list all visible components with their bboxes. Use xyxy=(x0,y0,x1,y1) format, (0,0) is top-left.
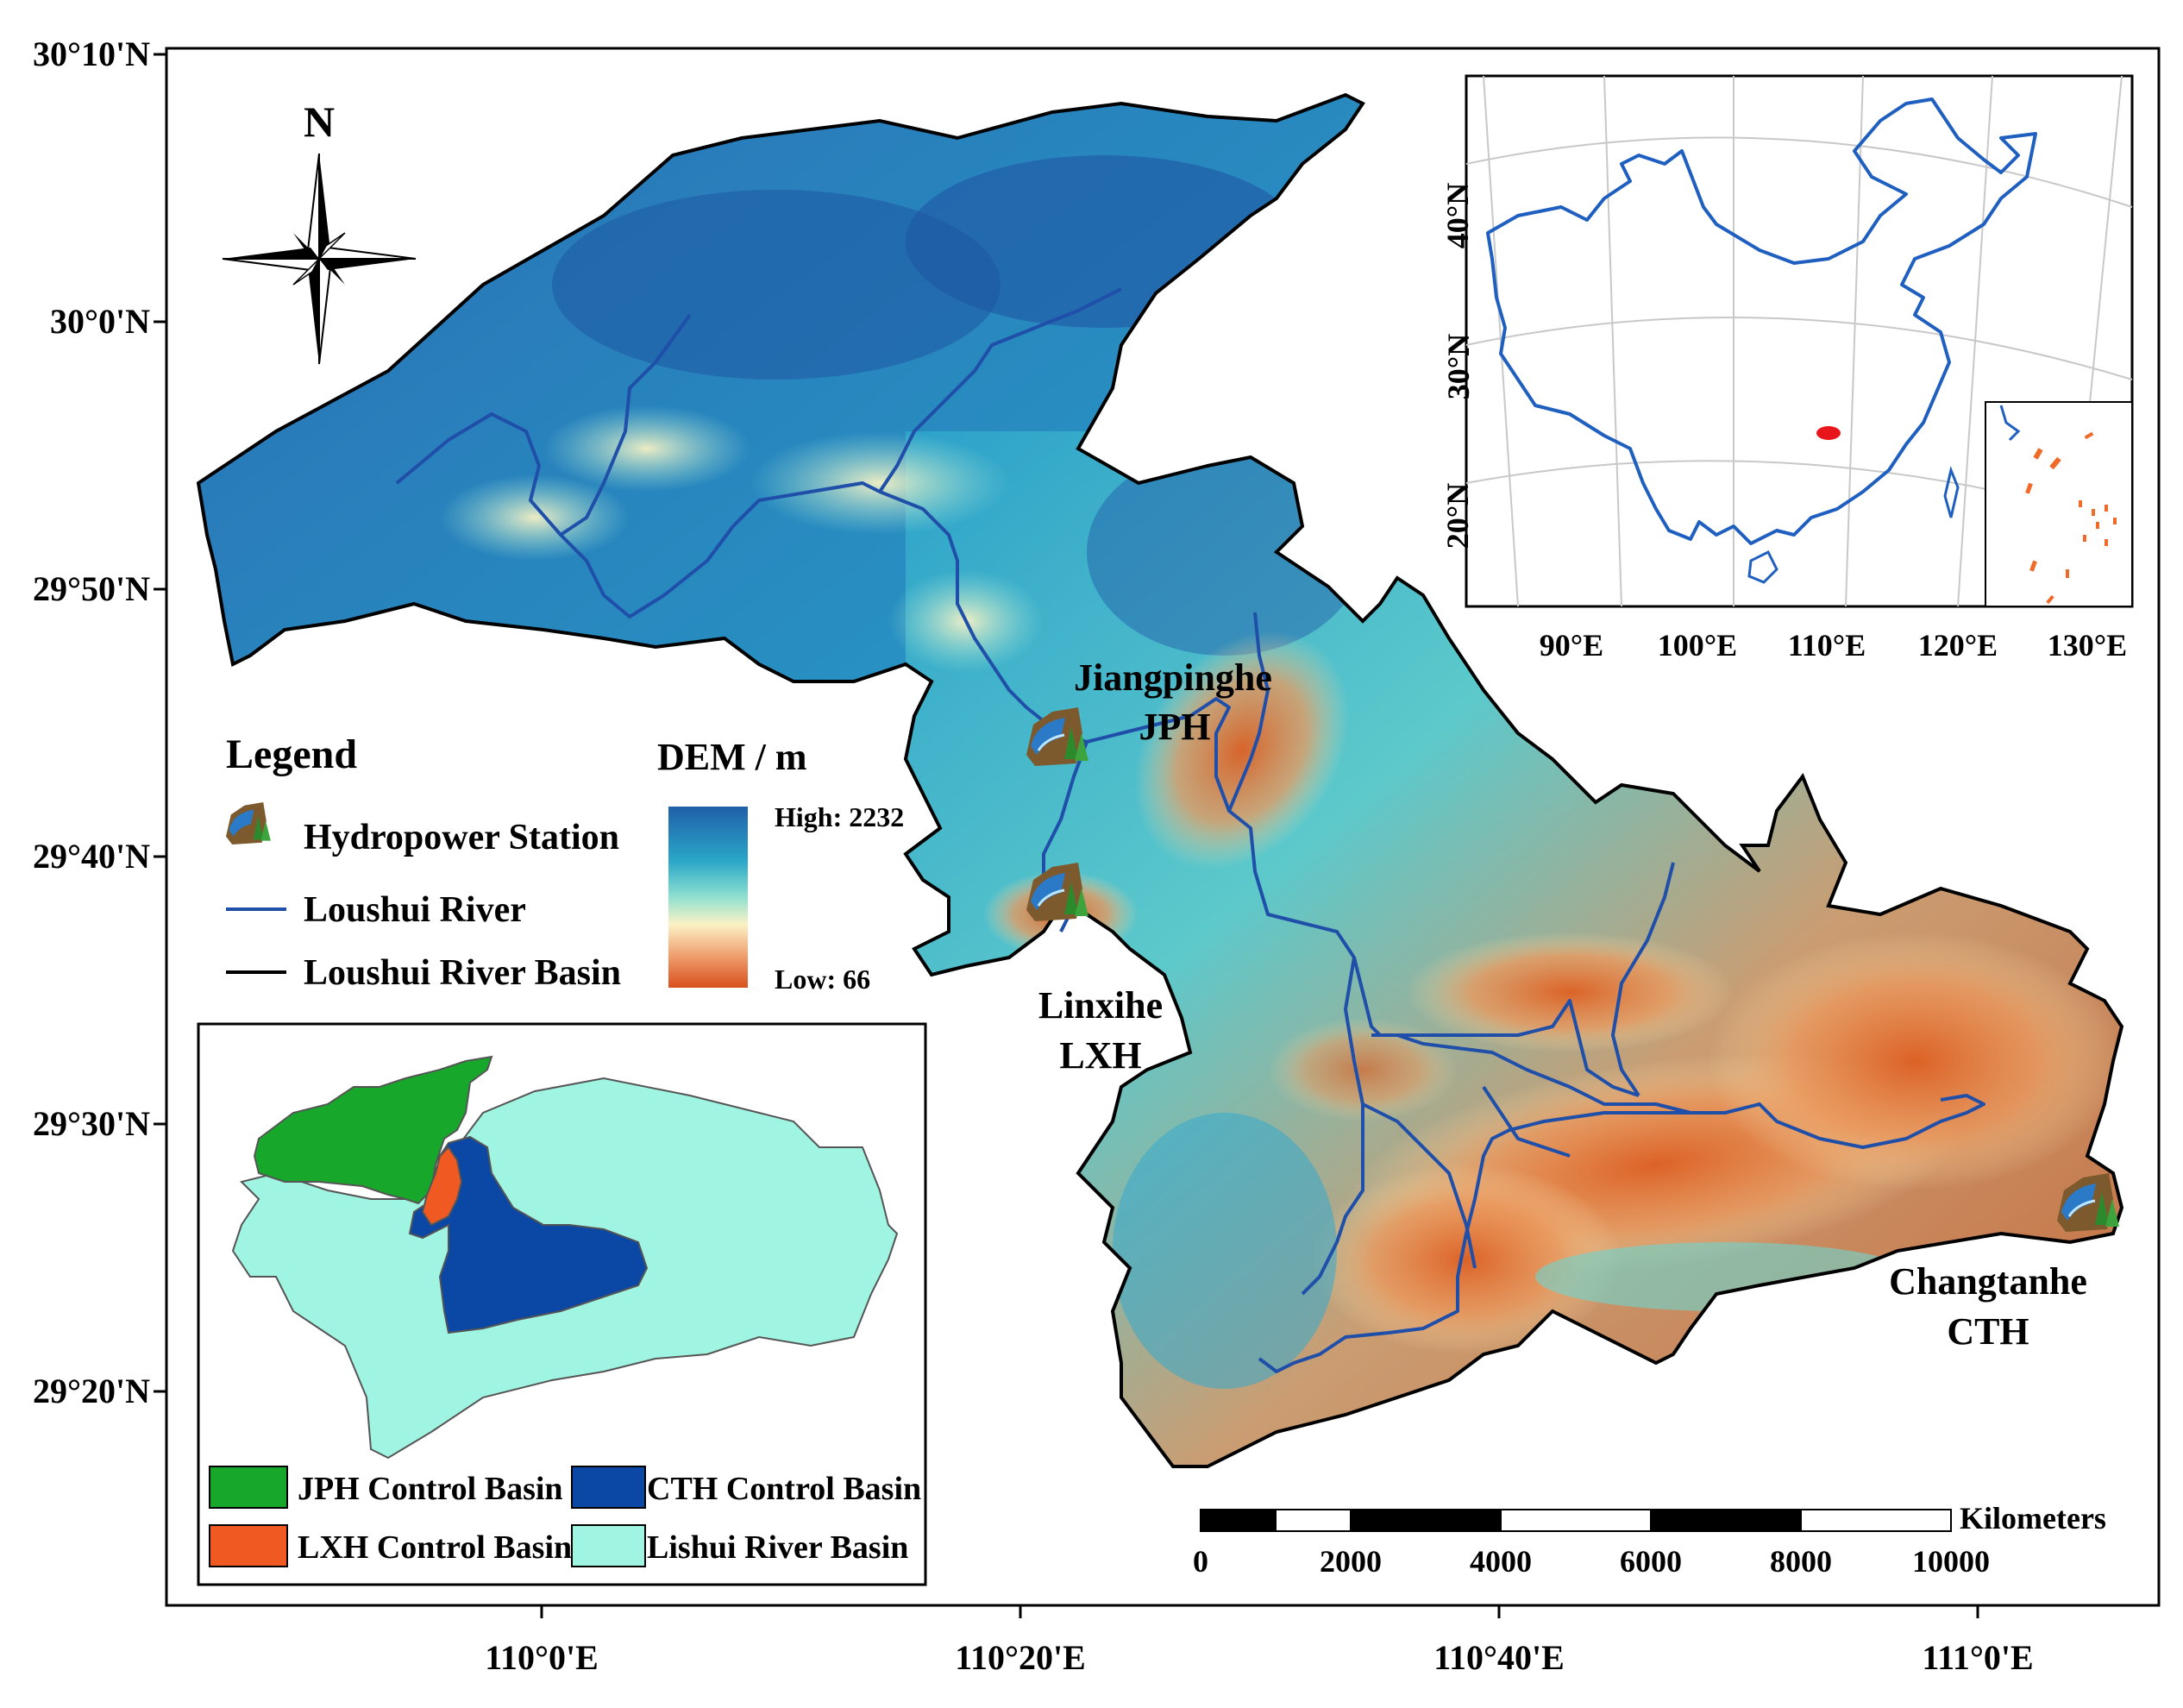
lat-tick-label: 29°20'N xyxy=(33,1372,150,1410)
dem-high-label: High: 2232 xyxy=(775,801,904,832)
lon-tick-label: 110°40'E xyxy=(1433,1638,1565,1677)
inset-lon-label: 100°E xyxy=(1658,628,1737,662)
legend-item-lishui-river-basin: Lishui River Basin xyxy=(647,1529,908,1566)
legend-item-hydropower-station: Hydropower Station xyxy=(304,818,619,857)
station-code-lxh: LXH xyxy=(1059,1034,1141,1077)
inset-lat-label: 30°N xyxy=(1441,334,1476,399)
latitude-axis: 30°10'N 30°0'N 29°50'N 29°40'N 29°30'N 2… xyxy=(33,35,166,1410)
inset-lon-label: 120°E xyxy=(1918,628,1998,662)
hydropower-station-icon[interactable] xyxy=(1026,707,1088,766)
lon-tick-label: 110°20'E xyxy=(955,1638,1086,1677)
dem-color-ramp xyxy=(668,807,748,988)
basin-control-inset: JPH Control Basin CTH Control Basin LXH … xyxy=(197,1022,927,1586)
legend-hydropower-icon xyxy=(226,802,271,845)
inset-lat-label: 40°N xyxy=(1440,183,1475,248)
lat-tick-label: 30°0'N xyxy=(50,302,150,341)
scale-bar-tick: 10000 xyxy=(1912,1544,1990,1579)
station-name-linxihe: Linxihe xyxy=(1038,984,1163,1027)
loushui-river-basin-boundary xyxy=(196,92,2124,1468)
inset-lon-label: 90°E xyxy=(1540,628,1603,662)
lat-tick-label: 30°10'N xyxy=(33,35,150,73)
lat-tick-label: 29°50'N xyxy=(33,569,150,608)
study-area-marker xyxy=(1816,426,1841,440)
scale-bar-tick: 6000 xyxy=(1620,1544,1682,1579)
scale-bar-unit: Kilometers xyxy=(1960,1501,2106,1535)
legend-item-cth-control-basin: CTH Control Basin xyxy=(647,1471,921,1507)
loushui-river xyxy=(395,287,1985,1373)
hydropower-station-icon[interactable] xyxy=(1026,863,1088,921)
station-name-jiangpinghe: Jiangpinghe xyxy=(1074,656,1272,699)
scale-bar-tick: 2000 xyxy=(1320,1544,1382,1579)
legend-swatch-lxh xyxy=(209,1524,288,1567)
china-inset-map: 40°N 30°N 20°N 90°E 100°E 110°E 120°E 13… xyxy=(1440,74,2134,662)
legend-swatch-lishui xyxy=(571,1524,646,1567)
legend-item-jph-control-basin: JPH Control Basin xyxy=(298,1471,563,1507)
lxh-control-basin xyxy=(421,1146,463,1227)
dem-legend-title: DEM / m xyxy=(657,736,807,778)
scale-bar-tick: 8000 xyxy=(1770,1544,1832,1579)
legend: Legend Hydropower Station Loushui River … xyxy=(226,732,904,995)
north-arrow: N xyxy=(222,97,417,365)
longitude-axis: 110°0'E 110°20'E 110°40'E 111°0'E xyxy=(485,1605,2034,1677)
station-labels: Jiangpinghe JPH Linxihe LXH Changtanhe C… xyxy=(1038,656,2087,1353)
scale-bar-tick: 4000 xyxy=(1470,1544,1532,1579)
china-outline xyxy=(1486,97,2037,545)
legend-item-loushui-river-basin: Loushui River Basin xyxy=(304,953,621,993)
legend-swatch-cth xyxy=(571,1466,646,1509)
legend-item-lxh-control-basin: LXH Control Basin xyxy=(298,1529,572,1566)
legend-title: Legend xyxy=(226,732,357,777)
legend-swatch-jph xyxy=(209,1466,288,1509)
jph-control-basin xyxy=(253,1055,493,1205)
station-code-jph: JPH xyxy=(1139,706,1210,748)
lon-tick-label: 110°0'E xyxy=(485,1638,599,1677)
inset-lat-label: 20°N xyxy=(1440,483,1475,549)
inset-lon-label: 110°E xyxy=(1788,628,1866,662)
dem-low-label: Low: 66 xyxy=(775,964,870,995)
lat-tick-label: 29°40'N xyxy=(33,837,150,876)
lat-tick-label: 29°30'N xyxy=(33,1104,150,1143)
cth-control-basin xyxy=(408,1135,649,1334)
lon-tick-label: 111°0'E xyxy=(1922,1638,2033,1677)
hydropower-station-icon[interactable] xyxy=(2057,1173,2119,1232)
scale-bar-tick: 0 xyxy=(1193,1544,1208,1579)
north-arrow-label: N xyxy=(304,97,335,146)
legend-item-loushui-river: Loushui River xyxy=(304,890,526,930)
station-name-changtanhe: Changtanhe xyxy=(1889,1260,2087,1303)
station-code-cth: CTH xyxy=(1947,1310,2029,1353)
inset-lon-label: 130°E xyxy=(2048,628,2127,662)
scale-bar: Kilometers 0 2000 4000 6000 8000 10000 xyxy=(1193,1501,2106,1579)
